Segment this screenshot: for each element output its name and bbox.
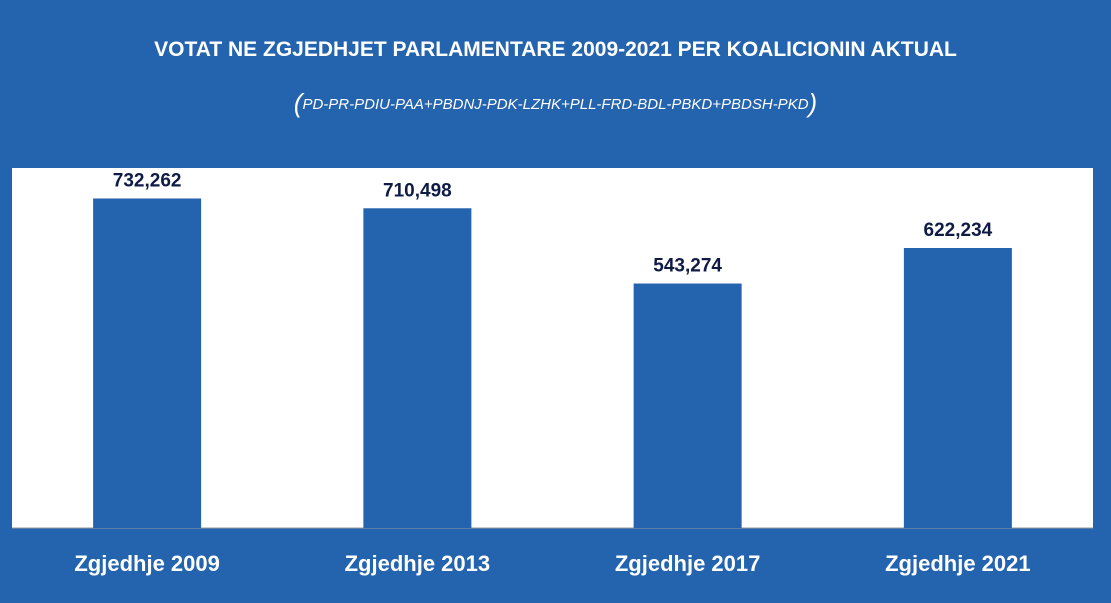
subtitle-open-paren: ( [293,88,303,118]
bar-4 [903,247,1012,529]
subtitle-close-paren: ) [808,88,818,118]
chart-subtitle: (PD-PR-PDIU-PAA+PBDNJ-PDK-LZHK+PLL-FRD-B… [0,88,1111,119]
category-label-3: Zgjedhje 2017 [615,551,761,576]
subtitle-text: PD-PR-PDIU-PAA+PBDNJ-PDK-LZHK+PLL-FRD-BD… [302,96,809,113]
category-label-1: Zgjedhje 2009 [74,551,220,576]
bar-2 [363,208,472,529]
bar-1 [93,198,202,528]
chart-title: VOTAT NE ZGJEDHJET PARLAMENTARE 2009-202… [154,38,957,61]
category-label-2: Zgjedhje 2013 [345,551,491,576]
category-label-4: Zgjedhje 2021 [885,551,1031,576]
value-label-2: 710,498 [383,180,452,201]
value-label-1: 732,262 [113,170,182,191]
value-label-4: 622,234 [924,220,993,241]
bar-3 [633,283,742,528]
value-label-3: 543,274 [653,256,722,277]
